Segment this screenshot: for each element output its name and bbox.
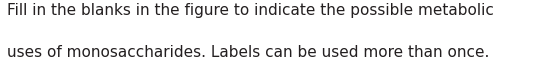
Text: Fill in the blanks in the figure to indicate the possible metabolic: Fill in the blanks in the figure to indi… xyxy=(7,3,494,18)
Text: uses of monosaccharides. Labels can be used more than once.: uses of monosaccharides. Labels can be u… xyxy=(7,45,489,60)
